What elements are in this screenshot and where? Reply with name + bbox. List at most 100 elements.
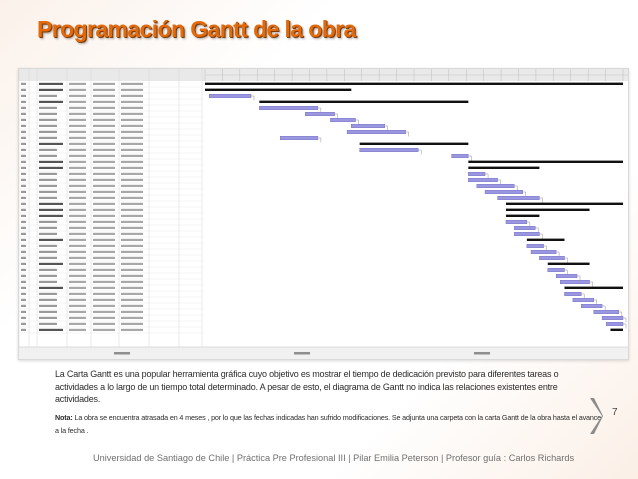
- slide-footer: Universidad de Santiago de Chile | Práct…: [93, 453, 575, 463]
- row-duration-cell: [69, 106, 86, 109]
- row-duration-cell: [69, 280, 86, 283]
- row-id-cell: [21, 100, 26, 103]
- row-id-cell: [21, 250, 26, 253]
- row-duration-cell: [69, 118, 86, 121]
- slide-title: Programación Gantt de la obra: [37, 16, 356, 42]
- row-id-cell: [21, 112, 26, 115]
- row-start-cell: [93, 208, 115, 211]
- gantt-summary-bar: [505, 214, 540, 217]
- row-duration-cell: [69, 286, 86, 289]
- row-name-cell: [39, 208, 63, 211]
- row-duration-cell: [69, 160, 86, 163]
- row-start-cell: [93, 238, 115, 241]
- gantt-summary-bar: [205, 82, 623, 85]
- row-name-cell: [39, 190, 57, 193]
- row-duration-cell: [69, 316, 86, 319]
- row-end-cell: [121, 142, 143, 145]
- row-name-cell: [39, 88, 63, 91]
- next-chevron-icon[interactable]: [589, 398, 603, 434]
- row-name-cell: [39, 280, 57, 283]
- row-id-cell: [21, 310, 26, 313]
- row-end-cell: [121, 310, 143, 313]
- row-name-cell: [39, 316, 57, 319]
- row-name-cell: [39, 202, 63, 205]
- row-duration-cell: [69, 256, 86, 259]
- row-id-cell: [21, 268, 26, 271]
- row-start-cell: [93, 250, 115, 253]
- row-duration-cell: [69, 268, 86, 271]
- note-label: Nota:: [55, 413, 73, 422]
- gantt-footer-legend: [114, 352, 130, 355]
- gantt-summary-bar: [526, 238, 565, 241]
- note-text: La obra se encuentra atrasada en 4 meses…: [55, 413, 602, 435]
- row-duration-cell: [69, 172, 86, 175]
- row-start-cell: [93, 232, 115, 235]
- row-duration-cell: [69, 250, 86, 253]
- row-id-cell: [21, 118, 26, 121]
- row-name-cell: [39, 328, 63, 331]
- row-end-cell: [121, 154, 143, 157]
- row-start-cell: [93, 106, 115, 109]
- row-start-cell: [93, 124, 115, 127]
- gantt-footer-band: [19, 347, 628, 359]
- row-id-cell: [21, 280, 26, 283]
- row-end-cell: [121, 274, 143, 277]
- row-name-cell: [39, 226, 57, 229]
- row-end-cell: [121, 220, 143, 223]
- row-start-cell: [93, 274, 115, 277]
- gantt-chart: [19, 69, 628, 359]
- row-name-cell: [39, 106, 57, 109]
- row-end-cell: [121, 232, 143, 235]
- row-id-cell: [21, 262, 26, 265]
- row-start-cell: [93, 220, 115, 223]
- row-id-cell: [21, 220, 26, 223]
- gantt-summary-bar: [468, 166, 540, 169]
- row-start-cell: [93, 322, 115, 325]
- gantt-summary-bar: [359, 142, 469, 145]
- row-start-cell: [93, 262, 115, 265]
- row-start-cell: [93, 202, 115, 205]
- gantt-summary-bar: [468, 160, 623, 163]
- gantt-summary-bar: [547, 262, 590, 265]
- row-start-cell: [93, 118, 115, 121]
- gantt-task-bar: [346, 130, 406, 135]
- row-id-cell: [21, 124, 26, 127]
- row-id-cell: [21, 316, 26, 319]
- row-end-cell: [121, 148, 143, 151]
- gantt-task-bar: [547, 267, 565, 272]
- row-end-cell: [121, 196, 143, 199]
- gantt-footer-legend: [294, 352, 310, 355]
- row-duration-cell: [69, 244, 86, 247]
- gantt-summary-bar: [505, 208, 590, 211]
- row-id-cell: [21, 298, 26, 301]
- row-duration-cell: [69, 226, 86, 229]
- gantt-task-bar: [476, 183, 515, 188]
- gantt-task-bar: [564, 291, 582, 296]
- page-number: 7: [612, 407, 618, 418]
- gantt-summary-bar: [610, 328, 623, 331]
- row-end-cell: [121, 226, 143, 229]
- row-name-cell: [39, 178, 57, 181]
- gantt-task-bar: [601, 315, 624, 320]
- row-end-cell: [121, 166, 143, 169]
- row-start-cell: [93, 286, 115, 289]
- row-start-cell: [93, 154, 115, 157]
- row-id-cell: [21, 82, 26, 85]
- row-end-cell: [121, 262, 143, 265]
- gantt-task-bar: [505, 219, 528, 224]
- row-start-cell: [93, 88, 115, 91]
- row-id-cell: [21, 136, 26, 139]
- row-duration-cell: [69, 166, 86, 169]
- row-id-cell: [21, 172, 26, 175]
- row-name-cell: [39, 112, 57, 115]
- row-duration-cell: [69, 238, 86, 241]
- gantt-description: La Carta Gantt es una popular herramient…: [55, 369, 559, 404]
- gantt-task-bar: [305, 112, 335, 117]
- gantt-task-bar: [359, 147, 419, 152]
- row-name-cell: [39, 184, 57, 187]
- gantt-footer-legend: [474, 352, 490, 355]
- row-name-cell: [39, 94, 57, 97]
- gantt-summary-bar: [564, 286, 623, 289]
- row-name-cell: [39, 124, 57, 127]
- gantt-task-bar: [468, 177, 498, 182]
